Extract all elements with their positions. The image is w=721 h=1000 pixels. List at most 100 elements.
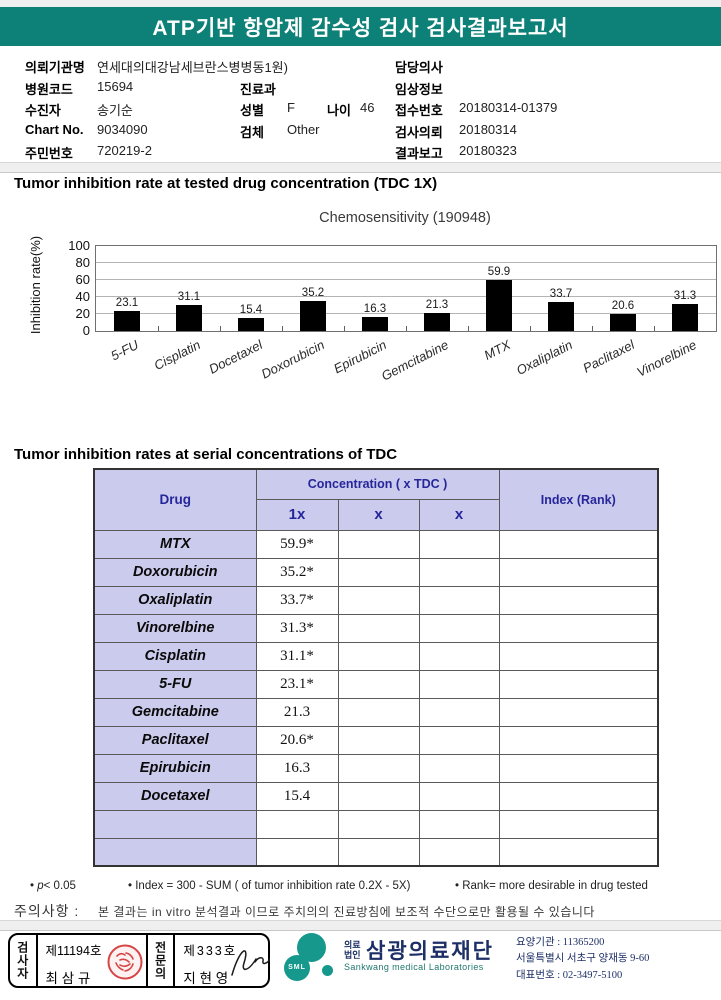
index-rank-cell [498, 669, 659, 699]
concentration-x2-cell [337, 669, 420, 699]
bar [362, 317, 388, 331]
examiner-role-cell: 검사자 [10, 935, 38, 986]
section2-heading: Tumor inhibition rates at serial concent… [14, 446, 398, 463]
y-axis-tick: 80 [75, 255, 90, 270]
field-label-receipt-no: 접수번호 [395, 103, 443, 118]
field-value-resident-no: 720219-2 [97, 143, 152, 158]
concentration-1x-cell: 16.3 [255, 753, 339, 783]
table-row: Vinorelbine 31.3* [93, 613, 659, 643]
specialist-cert-number: 제333호 [183, 944, 238, 958]
drug-cell: Oxaliplatin [93, 585, 257, 615]
index-rank-cell [498, 557, 659, 587]
concentration-x2-cell [337, 697, 420, 727]
x-axis-tickmark [530, 326, 531, 331]
y-axis-tick: 20 [75, 306, 90, 321]
field-label-test-request: 검사의뢰 [395, 125, 443, 140]
bar-value-label: 21.3 [425, 298, 449, 311]
specialist-role-label: 전문의 [153, 941, 168, 980]
contact-line-2: 서울특별시 서초구 양재동 9-60 [516, 953, 650, 965]
drug-cell: Docetaxel [93, 781, 257, 811]
table-row [93, 837, 659, 867]
x-axis-label: Cisplatin [151, 337, 203, 374]
index-rank-cell [498, 529, 659, 559]
examiner-role-label: 검사자 [15, 941, 30, 980]
concentration-x3-cell [418, 837, 500, 867]
concentration-1x-cell: 21.3 [255, 697, 339, 727]
field-label-hospital-code: 병원코드 [25, 82, 73, 97]
concentration-x2-cell [337, 613, 420, 643]
org-contact-info: 요양기관 : 11365200 서울특별시 서초구 양재동 9-60 대표번호 … [516, 935, 649, 984]
index-rank-cell [498, 753, 659, 783]
y-axis-tick: 100 [68, 238, 90, 253]
gridline [96, 279, 716, 280]
table-row: Paclitaxel 20.6* [93, 725, 659, 755]
index-rank-cell [498, 697, 659, 727]
concentration-x3-cell [418, 613, 500, 643]
bar [548, 302, 574, 331]
concentration-x2-cell [337, 753, 420, 783]
concentration-x3-cell [418, 809, 500, 839]
x-axis-label: MTX [481, 337, 513, 363]
caution-label: 주의사항 : [14, 903, 80, 919]
concentration-x3-cell [418, 697, 500, 727]
footer-divider-strip [0, 920, 721, 931]
column-header-drug: Drug [93, 468, 257, 531]
concentration-x3-cell [418, 557, 500, 587]
field-value-specimen: Other [287, 122, 320, 137]
caution-text: 본 결과는 in vitro 분석결과 이므로 주치의의 진료방침에 보조적 수… [98, 905, 595, 919]
bar-value-label: 31.3 [673, 290, 697, 303]
contact-line-3: 대표번호 : 02-3497-5100 [516, 969, 623, 981]
concentration-1x-cell: 59.9* [255, 529, 339, 559]
y-axis-title: Inhibition rate(%) [28, 235, 43, 335]
x-axis-tickmark [158, 326, 159, 331]
concentration-x2-cell [337, 641, 420, 671]
x-axis-tickmark [654, 326, 655, 331]
gridline [96, 313, 716, 314]
lab-logo-text: SML [284, 955, 310, 981]
table-row: Epirubicin 16.3 [93, 753, 659, 783]
section1-heading: Tumor inhibition rate at tested drug con… [14, 175, 438, 192]
chart-plot-area: 0 20 40 60 80 100 23.1 5-FU 31.1 Cisplatin 15.4 Doc… [68, 238, 717, 383]
signature-box: 검사자 제11194호 최 삼 규 전문의 제333호 지 현 영 [8, 933, 270, 988]
subcolumn-header-x3: x [418, 498, 500, 531]
specialist-name: 지 현 영 [183, 971, 229, 986]
field-label-clinical-info: 임상정보 [395, 82, 443, 97]
bar-value-label: 23.1 [115, 297, 139, 310]
specialist-sign-cell: 제333호 지 현 영 [175, 935, 270, 986]
section-divider-strip [0, 162, 721, 173]
x-axis-label: Gemcitabine [378, 337, 451, 384]
examiner-cert-number: 제11194호 [45, 944, 102, 958]
field-value-test-request: 20180314 [459, 122, 517, 137]
field-value-receipt-no: 20180314-01379 [459, 100, 558, 115]
tdc-results-table: Drug Concentration ( x TDC ) Index (Rank… [93, 468, 659, 867]
org-name-english: Sankwang medical Laboratories [344, 962, 484, 972]
table-row [93, 809, 659, 839]
x-axis-label: Docetaxel [206, 337, 265, 377]
index-rank-cell [498, 809, 659, 839]
drug-cell: Gemcitabine [93, 697, 257, 727]
report-title: ATP기반 항암제 감수성 검사 검사결과보고서 [152, 16, 569, 40]
table-row: 5-FU 23.1* [93, 669, 659, 699]
field-label-specimen: 검체 [240, 125, 264, 140]
bar [610, 313, 636, 331]
x-axis-label: Vinorelbine [634, 337, 699, 380]
index-rank-cell [498, 725, 659, 755]
x-axis-tickmark [344, 326, 345, 331]
table-row: MTX 59.9* [93, 529, 659, 559]
drug-cell [93, 809, 257, 839]
gridline [96, 262, 716, 263]
field-label-resident-no: 주민번호 [25, 146, 73, 161]
field-label-age: 나이 [327, 103, 351, 118]
concentration-x3-cell [418, 669, 500, 699]
field-label-department: 진료과 [240, 82, 276, 97]
concentration-x3-cell [418, 641, 500, 671]
index-rank-cell [498, 837, 659, 867]
column-header-concentration: Concentration ( x TDC ) [255, 468, 500, 500]
field-value-chart-no: 9034090 [97, 122, 148, 137]
x-axis-tickmark [406, 326, 407, 331]
bar [300, 301, 326, 331]
signature-icon [231, 950, 270, 976]
drug-cell [93, 837, 257, 867]
specialist-role-cell: 전문의 [148, 935, 176, 986]
y-axis-tick: 40 [75, 289, 90, 304]
